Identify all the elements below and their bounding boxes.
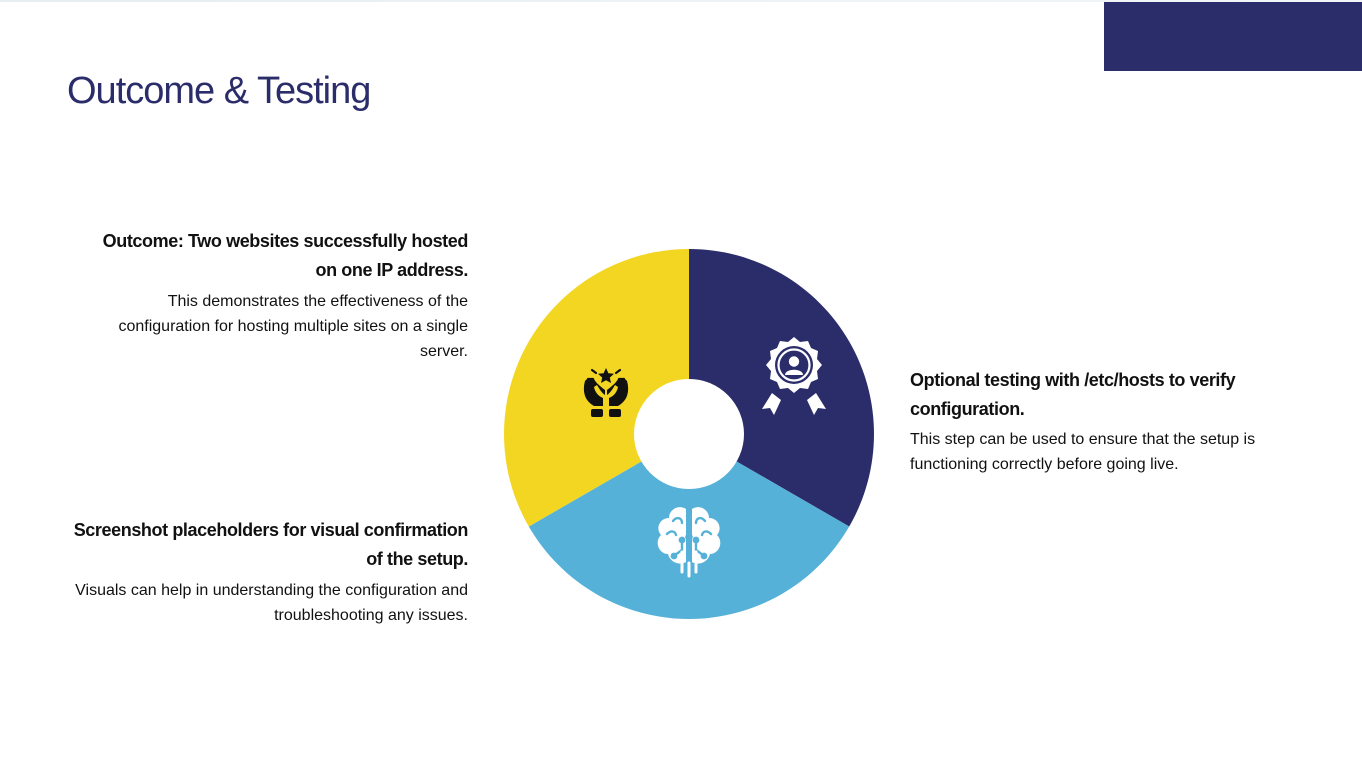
testing-item: Optional testing with /etc/hosts to veri… [910, 366, 1290, 477]
segment-light-blue [528, 434, 850, 619]
screenshot-heading: Screenshot placeholders for visual confi… [73, 520, 469, 569]
slide-title: Outcome & Testing [67, 70, 371, 112]
center-hole [634, 379, 744, 489]
outcome-heading: Outcome: Two websites successfully hoste… [102, 231, 469, 280]
header-accent-block [1104, 2, 1362, 71]
screenshot-body: Visuals can help in understanding the co… [75, 582, 468, 624]
award-badge-icon [762, 337, 826, 415]
screenshot-item: Screenshot placeholders for visual confi… [60, 516, 469, 628]
testing-heading: Optional testing with /etc/hosts to veri… [910, 370, 1236, 419]
testing-body: This step can be used to ensure that the… [910, 431, 1256, 473]
cycle-diagram [504, 249, 874, 619]
hands-star-icon [583, 368, 629, 417]
top-border-line [0, 0, 1362, 2]
outcome-item: Outcome: Two websites successfully hoste… [80, 227, 469, 364]
outcome-body: This demonstrates the effectiveness of t… [118, 293, 468, 360]
brain-circuit-icon [657, 507, 721, 578]
